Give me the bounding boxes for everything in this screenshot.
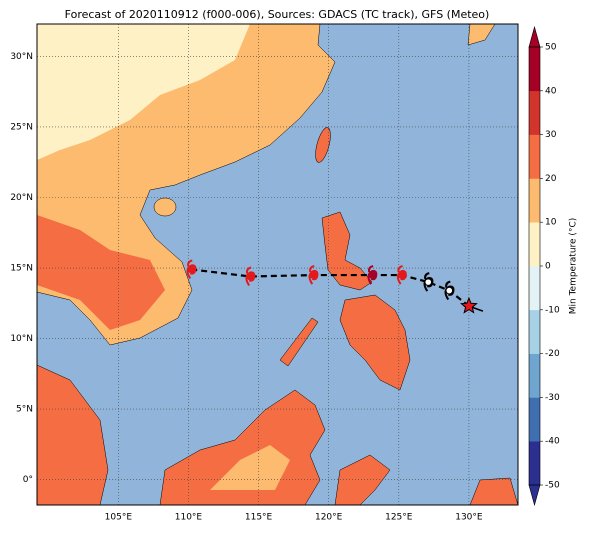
current-position <box>460 296 478 314</box>
cyclone-symbol <box>186 259 197 279</box>
y-tick-label: 20°N <box>10 193 33 203</box>
colorbar-segment <box>529 178 540 223</box>
colorbar-tick-label: -30 <box>545 393 560 403</box>
x-tick-label: 120°E <box>315 513 343 523</box>
title: Forecast of 2020110912 (f000-006), Sourc… <box>65 8 490 21</box>
cyclone-symbol <box>308 265 319 285</box>
cyclone-eye <box>424 278 433 286</box>
land-palawan <box>279 317 319 367</box>
colorbar-segment <box>529 441 540 486</box>
axes: 105°E 110°E 115°E 120°E 125°E 130°E 30°N 25°N 20… <box>10 52 483 523</box>
cyclone-eye <box>397 271 406 279</box>
cyclone-eye <box>445 286 454 295</box>
colorbar-tick-label: 50 <box>545 43 557 53</box>
colorbar-extend-top <box>528 25 541 48</box>
cyclone-symbol <box>396 265 407 285</box>
cyclone-eye <box>368 271 376 279</box>
colorbar-segment <box>529 222 540 267</box>
y-tick-label: 0° <box>23 475 33 485</box>
land-interior <box>37 24 250 160</box>
y-tick-label: 5°N <box>16 405 33 415</box>
cyclone-eye <box>309 271 318 279</box>
land-japan <box>467 24 496 46</box>
land-visayas-mindanao <box>339 294 411 391</box>
land-sulawesi <box>334 454 518 505</box>
colorbar: 50 40 30 20 10 0 -10 -20 -30 -40 -50 <box>528 25 560 507</box>
land-sumatra <box>37 364 109 505</box>
cyclone-symbol <box>423 272 434 292</box>
x-tick-label: 130°E <box>455 513 483 523</box>
land-warm <box>37 215 165 330</box>
grid <box>37 24 518 505</box>
land-hainan <box>153 197 177 217</box>
y-tick-label: 10°N <box>10 334 33 344</box>
colorbar-segment <box>529 47 540 92</box>
colorbar-segment <box>529 90 540 135</box>
land-borneo-interior <box>210 445 290 490</box>
cyclone-symbol <box>245 266 256 287</box>
x-tick-label: 110°E <box>175 513 203 523</box>
colorbar-tick-label: 40 <box>545 86 557 96</box>
land-luzon <box>321 211 373 291</box>
colorbar-label: Min Temperature (°C) <box>569 218 579 315</box>
colorbar-segment <box>529 353 540 398</box>
map-area <box>37 24 518 505</box>
colorbar-tick-label: -40 <box>545 437 560 447</box>
colorbar-segment <box>529 266 540 311</box>
colorbar-tick-label: -50 <box>545 481 560 491</box>
y-tick-label: 15°N <box>10 264 33 274</box>
x-tick-label: 125°E <box>385 513 413 523</box>
track <box>186 259 484 314</box>
colorbar-extend-bottom <box>528 484 541 507</box>
colorbar-segment <box>529 397 540 442</box>
cyclone-symbol <box>444 280 455 301</box>
cyclone-eye <box>246 272 254 281</box>
colorbar-segment <box>529 134 540 179</box>
y-tick-label: 25°N <box>10 122 33 132</box>
cyclone-symbol <box>367 265 378 285</box>
colorbar-tick-label: 30 <box>545 130 557 140</box>
colorbar-segment <box>529 309 540 354</box>
colorbar-tick-label: 0 <box>545 262 551 272</box>
y-tick-label: 30°N <box>10 52 33 62</box>
land-borneo <box>159 389 326 505</box>
colorbar-tick-label: 20 <box>545 174 557 184</box>
cyclone-eye <box>187 265 196 274</box>
colorbar-tick-label: 10 <box>545 218 557 228</box>
colorbar-tick-label: -10 <box>545 305 560 315</box>
x-tick-label: 115°E <box>245 513 273 523</box>
x-tick-label: 105°E <box>105 513 133 523</box>
map-frame <box>36 23 519 506</box>
land-taiwan <box>315 127 331 163</box>
colorbar-tick-label: -20 <box>545 349 560 359</box>
